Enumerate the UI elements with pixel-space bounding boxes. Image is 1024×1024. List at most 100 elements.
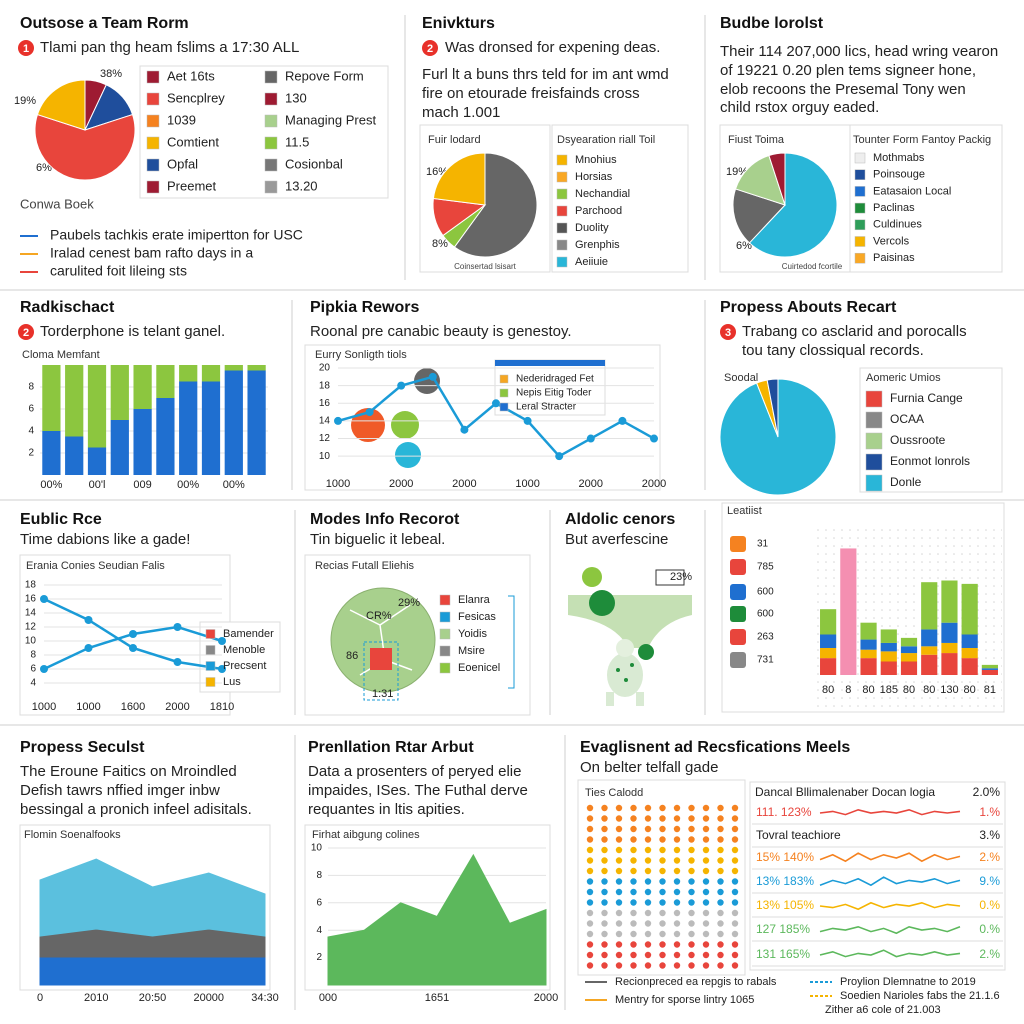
legend-swatch <box>854 219 866 231</box>
dot <box>702 888 710 896</box>
dot <box>702 920 710 927</box>
bar-segment <box>224 365 243 371</box>
dot <box>659 920 666 927</box>
dot <box>601 909 608 917</box>
legend-label: Duolity <box>575 222 609 234</box>
y-tick-label: 6 <box>30 664 36 675</box>
line-point <box>365 408 374 417</box>
y-tick-label: 14 <box>25 608 37 619</box>
dot <box>673 825 681 833</box>
legend-swatch <box>439 628 451 640</box>
legend-swatch <box>865 474 883 492</box>
bar-segment <box>42 431 61 475</box>
legend-label: Yoidis <box>458 628 487 640</box>
dot <box>731 899 739 906</box>
annotation: 19% <box>14 95 36 107</box>
badge-number: 1 <box>23 43 29 55</box>
x-tick-label: 000 <box>319 992 337 1004</box>
dot <box>673 867 681 875</box>
chart-title: Erania Conies Seudian Falis <box>26 560 165 572</box>
legend-swatch <box>556 171 568 183</box>
dot <box>615 836 623 843</box>
panel-text: Tin biguelic it lebeal. <box>310 531 445 548</box>
dot <box>644 930 652 938</box>
pie-slice <box>432 152 486 206</box>
row-change: 0.% <box>979 922 1000 936</box>
dot <box>601 804 608 812</box>
legend-label: Preemet <box>167 178 217 193</box>
bar-segment <box>981 669 998 675</box>
area <box>39 858 266 937</box>
dot <box>717 804 724 812</box>
dot <box>717 920 724 927</box>
y-tick-label: 12 <box>25 622 37 633</box>
legend-label: Proylion Dlemnatne to 2019 <box>840 976 976 988</box>
y-tick-label: 4 <box>316 925 322 936</box>
dot <box>586 867 594 875</box>
legend-label: OCAA <box>890 412 924 426</box>
x-tick-label: 2010 <box>84 992 108 1004</box>
x-tick-label: 34:30 <box>251 992 279 1004</box>
line-point <box>129 644 137 652</box>
dot <box>586 962 594 969</box>
dot <box>688 846 695 854</box>
bar-segment <box>179 381 198 475</box>
legend-swatch <box>439 645 451 657</box>
bar-segment <box>179 365 198 382</box>
dot <box>688 815 695 822</box>
dot <box>644 846 652 854</box>
y-tick-label: 2 <box>28 448 34 459</box>
panel-text: impaides, ISes. The Futhal derve <box>308 782 528 799</box>
x-tick-label: 00% <box>223 479 245 491</box>
y-tick-label: 20 <box>319 363 331 374</box>
legend-swatch <box>205 661 216 671</box>
x-tick-label: 20:50 <box>139 992 167 1004</box>
pie-slice <box>766 378 779 438</box>
dot <box>601 899 608 906</box>
bubbles <box>351 368 440 468</box>
panel-text: of 19221 0.20 plen tems signeer hone, <box>720 62 976 79</box>
x-tick-label: 00% <box>40 479 62 491</box>
row-icon <box>730 652 746 668</box>
panel-text: Tlami pan thg heam fslims a 17:30 ALL <box>40 39 299 56</box>
legend-swatch <box>146 114 160 128</box>
pie-slice <box>732 188 786 244</box>
bar-segment <box>840 548 857 675</box>
panel-title: Outsose a Team Rorm <box>20 15 189 32</box>
chart-title: Leatiist <box>727 505 762 517</box>
dot <box>731 930 739 938</box>
legend-swatch <box>439 611 451 623</box>
legend-label: Eonmot lonrols <box>890 454 970 468</box>
dot <box>659 836 666 843</box>
panel-title: Propess Seculst <box>20 739 145 756</box>
x-tick-label: 2000 <box>579 478 603 490</box>
x-tick-label: 1000 <box>515 478 539 490</box>
dot <box>702 941 710 948</box>
dot <box>644 962 652 969</box>
legend-swatch <box>854 186 866 197</box>
row-label: 13% 183% <box>756 874 814 888</box>
row-label: 111. 123% <box>756 805 812 819</box>
pie-slice <box>36 79 86 131</box>
badge-number: 3 <box>725 327 731 339</box>
annotation: CR% <box>366 610 392 622</box>
legend-label: Opfal <box>167 156 198 171</box>
row-icon <box>730 606 746 622</box>
panel-text: fire on etourade freisfainds cross <box>422 85 640 102</box>
dot <box>659 815 666 822</box>
badge-number: 2 <box>23 327 29 339</box>
dot <box>731 941 739 948</box>
row-label: 600 <box>757 587 774 598</box>
legend-label: Nepis Eitig Toder <box>516 388 592 399</box>
legend-swatch <box>146 70 160 84</box>
dot <box>673 920 681 927</box>
dot <box>702 804 710 812</box>
bar-segment <box>921 629 938 647</box>
dot <box>615 846 623 854</box>
panel-text: Torderphone is telant ganel. <box>40 323 225 340</box>
dot <box>659 878 666 885</box>
dot <box>601 836 608 843</box>
x-tick-label: 8 <box>845 684 851 696</box>
badge <box>422 40 438 56</box>
